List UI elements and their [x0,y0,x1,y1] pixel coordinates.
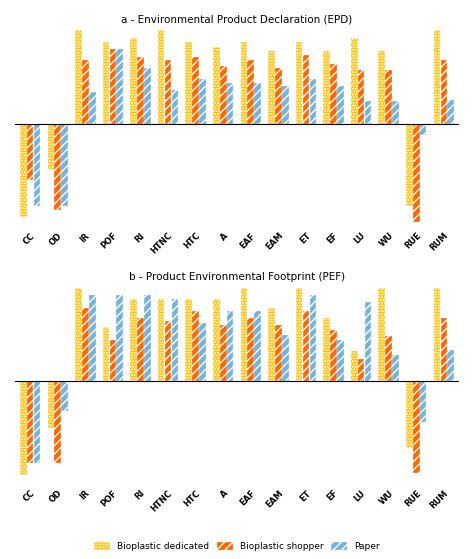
Bar [392,355,399,381]
Bar [220,66,227,124]
Bar [27,381,34,463]
Bar [213,48,219,124]
Bar [158,30,164,124]
Bar [192,56,199,124]
Bar [255,83,261,124]
Bar [103,327,109,381]
Bar [117,49,123,124]
Bar [385,337,392,381]
Bar [365,101,371,124]
Bar [220,325,227,381]
Bar [130,299,137,381]
Bar [185,299,192,381]
Bar [144,68,151,124]
Bar [440,60,447,124]
Bar [172,299,178,381]
Bar [55,381,61,463]
Bar [55,124,61,210]
Bar [247,60,254,124]
Bar [47,381,54,428]
Bar [358,359,365,381]
Bar [34,381,40,463]
Bar [275,325,282,381]
Bar [227,311,233,381]
Bar [365,302,371,381]
Bar [130,38,137,124]
Bar [109,49,116,124]
Bar [61,124,68,206]
Bar [310,79,316,124]
Title: b - Product Environmental Footprint (PEF): b - Product Environmental Footprint (PEF… [129,272,345,282]
Bar [330,64,337,124]
Bar [413,124,419,222]
Title: a - Environmental Product Declaration (EPD): a - Environmental Product Declaration (E… [121,15,353,25]
Bar [406,124,413,206]
Bar [27,124,34,180]
Bar [165,320,172,381]
Bar [296,42,302,124]
Bar [392,101,399,124]
Bar [192,311,199,381]
Bar [185,42,192,124]
Bar [447,100,454,124]
Bar [137,56,144,124]
Bar [337,87,344,124]
Bar [255,311,261,381]
Bar [213,299,219,381]
Bar [282,335,289,381]
Bar [158,299,164,381]
Bar [351,352,357,381]
Bar [385,70,392,124]
Bar [172,90,178,124]
Bar [47,124,54,170]
Bar [440,318,447,381]
Bar [413,381,419,473]
Bar [406,381,413,448]
Bar [241,288,247,381]
Bar [137,318,144,381]
Bar [20,381,27,475]
Bar [420,381,427,422]
Bar [199,323,206,381]
Bar [82,309,89,381]
Bar [109,340,116,381]
Bar [302,55,309,124]
Bar [330,330,337,381]
Bar [61,381,68,411]
Bar [358,70,365,124]
Bar [268,309,275,381]
Bar [434,30,440,124]
Bar [323,51,330,124]
Bar [165,60,172,124]
Bar [117,295,123,381]
Bar [310,295,316,381]
Bar [268,51,275,124]
Bar [275,68,282,124]
Bar [82,60,89,124]
Bar [20,124,27,217]
Bar [103,42,109,124]
Bar [447,349,454,381]
Bar [378,51,385,124]
Bar [227,83,233,124]
Bar [337,340,344,381]
Legend: Bioplastic dedicated, Bioplastic shopper, Paper: Bioplastic dedicated, Bioplastic shopper… [90,538,384,555]
Bar [75,30,82,124]
Bar [89,92,96,124]
Bar [241,42,247,124]
Bar [323,318,330,381]
Bar [282,87,289,124]
Bar [296,288,302,381]
Bar [420,124,427,135]
Bar [302,311,309,381]
Bar [247,318,254,381]
Bar [75,288,82,381]
Bar [351,38,357,124]
Bar [378,288,385,381]
Bar [199,79,206,124]
Bar [434,288,440,381]
Bar [34,124,40,206]
Bar [89,295,96,381]
Bar [144,295,151,381]
